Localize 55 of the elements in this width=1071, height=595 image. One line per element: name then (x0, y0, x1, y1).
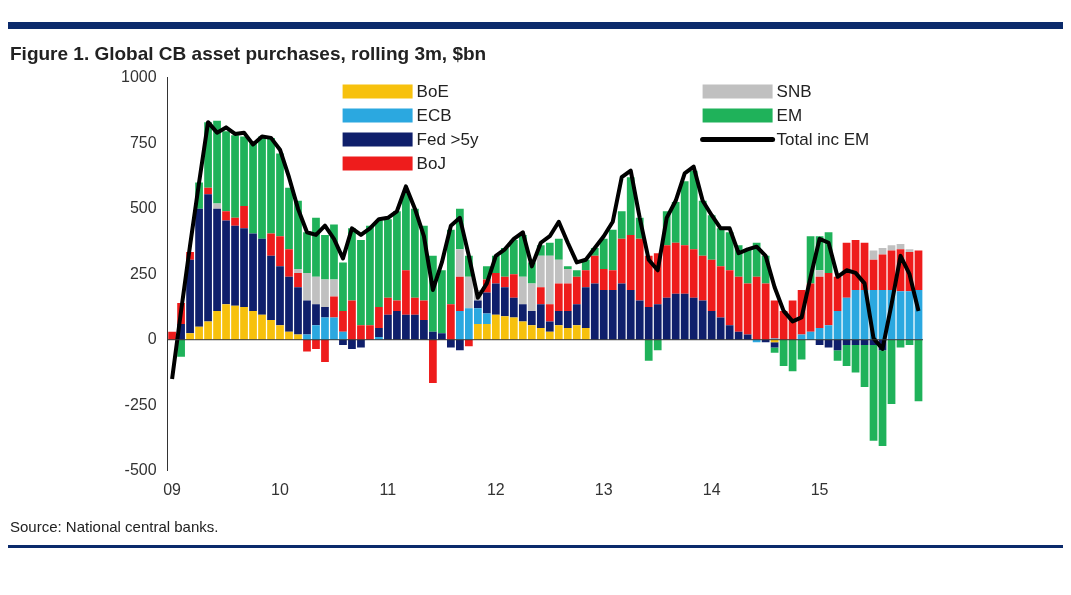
bar (464, 339, 473, 347)
bar (914, 250, 923, 290)
legend-label: BoJ (416, 154, 446, 174)
x-tick-label: 15 (810, 480, 829, 498)
bar (456, 249, 464, 277)
bar (905, 249, 914, 252)
bar (563, 266, 572, 269)
legend-label: Fed >5y (416, 130, 479, 150)
bar (833, 350, 842, 361)
legend-label: Total inc EM (776, 130, 870, 150)
bar (824, 272, 833, 326)
bar (572, 270, 581, 277)
bar (896, 339, 905, 348)
bar (842, 344, 851, 366)
bar (204, 187, 212, 195)
bar (887, 245, 896, 251)
bar (815, 270, 824, 277)
bar (770, 300, 779, 339)
chart-title: Figure 1. Global CB asset purchases, rolling 3m, $bn (10, 43, 488, 65)
legend-label: ECB (416, 106, 452, 126)
y-tick-label: 0 (147, 330, 157, 348)
bar (761, 283, 770, 340)
x-tick-label: 13 (594, 480, 613, 498)
bar (779, 339, 788, 366)
bar (860, 344, 869, 387)
y-tick-label: -250 (124, 395, 157, 413)
bar (770, 342, 779, 348)
bar (429, 339, 437, 383)
bar (878, 350, 887, 446)
legend-label: SNB (776, 82, 812, 102)
x-tick-label: 10 (271, 480, 290, 498)
bar (878, 247, 887, 255)
bar (213, 203, 221, 209)
y-tick-label: -500 (124, 461, 157, 479)
bar (815, 276, 824, 328)
bar (824, 339, 833, 348)
bar (887, 339, 896, 404)
y-tick-label: 250 (129, 264, 157, 282)
y-tick-label: 750 (129, 133, 157, 151)
source-note: Source: National central banks. (10, 518, 220, 535)
bar (914, 339, 923, 402)
bar (851, 344, 860, 373)
bar (536, 287, 545, 305)
x-tick-label: 12 (486, 480, 505, 498)
x-tick-label: 09 (163, 480, 182, 498)
x-tick-label: 11 (379, 480, 397, 498)
y-tick-label: 500 (129, 199, 157, 217)
legend-label: BoE (416, 82, 449, 102)
x-tick-label: 14 (702, 480, 721, 498)
legend-label: EM (776, 106, 803, 126)
bar (896, 291, 905, 340)
y-tick-label: 1000 (121, 68, 157, 86)
bar (869, 344, 878, 441)
bar (869, 259, 878, 290)
bar (294, 268, 302, 273)
